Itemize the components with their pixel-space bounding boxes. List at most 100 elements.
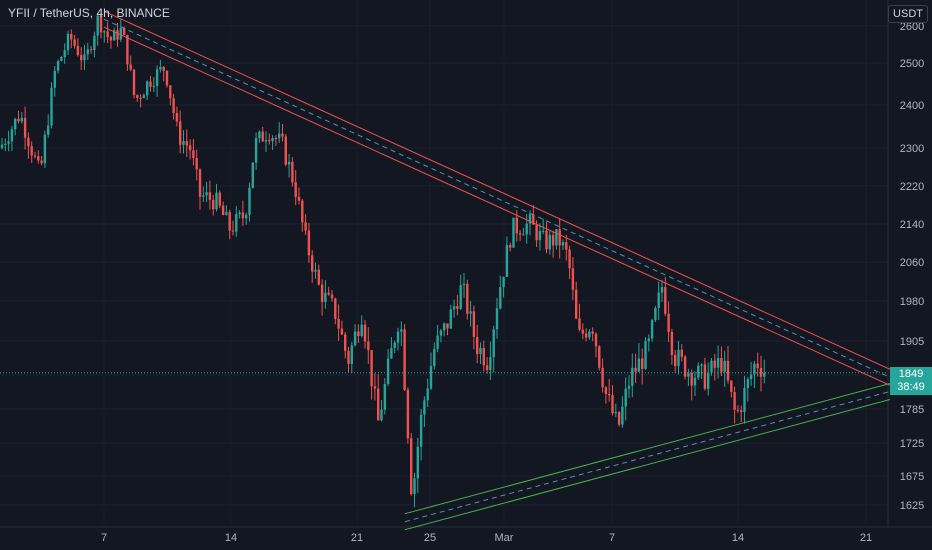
candle-body <box>495 308 499 330</box>
candle-body <box>581 329 584 334</box>
candle-body <box>136 95 139 98</box>
candle-body <box>611 395 614 414</box>
candle-body <box>251 162 254 188</box>
candle-body <box>281 133 284 137</box>
candle-body <box>677 349 680 367</box>
candle-body <box>129 64 132 70</box>
candle-body <box>142 95 146 99</box>
candle-body <box>122 28 126 35</box>
candle-body <box>155 69 159 86</box>
candle-body <box>730 380 733 392</box>
candle-body <box>713 360 716 368</box>
candle-body <box>518 233 522 235</box>
candle-body <box>248 187 251 215</box>
candle-body <box>159 66 162 70</box>
candle-body <box>221 205 225 216</box>
candle-body <box>482 347 485 366</box>
candle-body <box>710 360 713 373</box>
candle-body <box>584 333 588 338</box>
candle-body <box>4 143 7 145</box>
candle-body <box>89 49 93 51</box>
candle-body <box>377 388 380 421</box>
candle-body <box>406 389 410 439</box>
symbol-title: YFII / TetherUS, 4h, BINANCE <box>8 6 170 20</box>
candle-body <box>538 231 542 241</box>
candle-body <box>535 224 538 241</box>
candle-body <box>70 33 73 40</box>
currency-button[interactable]: USDT <box>888 5 928 23</box>
candle-body <box>614 412 617 414</box>
candle-body <box>103 31 106 33</box>
candle-body <box>367 341 370 351</box>
candle-body <box>743 388 746 412</box>
candle-body <box>0 144 4 148</box>
candle-body <box>119 28 122 40</box>
candle-body <box>317 269 320 285</box>
y-tick-label: 2600 <box>900 21 924 33</box>
candle-body <box>363 324 367 342</box>
candle-body <box>723 360 726 372</box>
candle-body <box>720 358 723 372</box>
candle-body <box>674 354 677 367</box>
candle-body <box>680 349 683 357</box>
candle-body <box>320 284 324 302</box>
candle-body <box>419 414 423 447</box>
candle-body <box>86 49 89 55</box>
candle-body <box>459 285 462 309</box>
candle-body <box>80 55 83 61</box>
candle-body <box>340 328 344 335</box>
candle-body <box>20 117 23 122</box>
candle-body <box>93 35 96 51</box>
candle-body <box>499 287 502 309</box>
candle-body <box>608 394 611 396</box>
candle-body <box>433 348 436 367</box>
candle-body <box>63 50 66 58</box>
candle-body <box>198 169 202 197</box>
candle-body <box>60 57 63 61</box>
candle-body <box>66 33 70 51</box>
candle-body <box>753 363 756 375</box>
bar-countdown-label: 38:49 <box>897 381 925 393</box>
candle-body <box>258 131 261 138</box>
candle-body <box>410 438 413 495</box>
price-tag: 1849 38:49 <box>890 367 932 395</box>
candle-body <box>565 242 568 250</box>
candle-body <box>426 388 429 401</box>
candle-body <box>291 161 294 183</box>
candle-body <box>637 358 641 372</box>
x-tick-label: 14 <box>225 532 237 544</box>
candle-body <box>334 298 337 319</box>
candle-body <box>617 412 621 425</box>
candle-body <box>667 313 670 332</box>
candle-body <box>225 212 228 216</box>
resistance-line-lower <box>103 26 891 386</box>
candle-body <box>429 366 433 389</box>
candle-body <box>109 37 113 41</box>
candle-body <box>113 30 116 41</box>
candle-body <box>33 155 37 157</box>
candle-body <box>23 117 27 138</box>
candle-body <box>588 331 591 338</box>
candle-body <box>604 387 608 395</box>
candle-body <box>650 320 654 339</box>
candle-body <box>287 161 291 165</box>
candle-body <box>703 364 707 389</box>
candle-body <box>545 230 548 250</box>
candle-body <box>37 156 40 161</box>
candle-body <box>528 214 532 224</box>
candle-body <box>245 214 248 219</box>
candle-body <box>452 306 456 310</box>
candle-body <box>294 182 297 197</box>
candle-body <box>152 85 155 87</box>
candle-body <box>443 323 446 331</box>
candle-body <box>126 34 129 65</box>
candle-body <box>644 341 647 369</box>
y-tick-label: 2140 <box>900 219 924 231</box>
candle-body <box>96 15 99 36</box>
candle-body <box>254 137 258 163</box>
y-tick-label: 1905 <box>900 336 924 348</box>
x-tick-label: 25 <box>424 532 436 544</box>
candle-body <box>99 15 103 33</box>
candle-body <box>50 87 53 126</box>
